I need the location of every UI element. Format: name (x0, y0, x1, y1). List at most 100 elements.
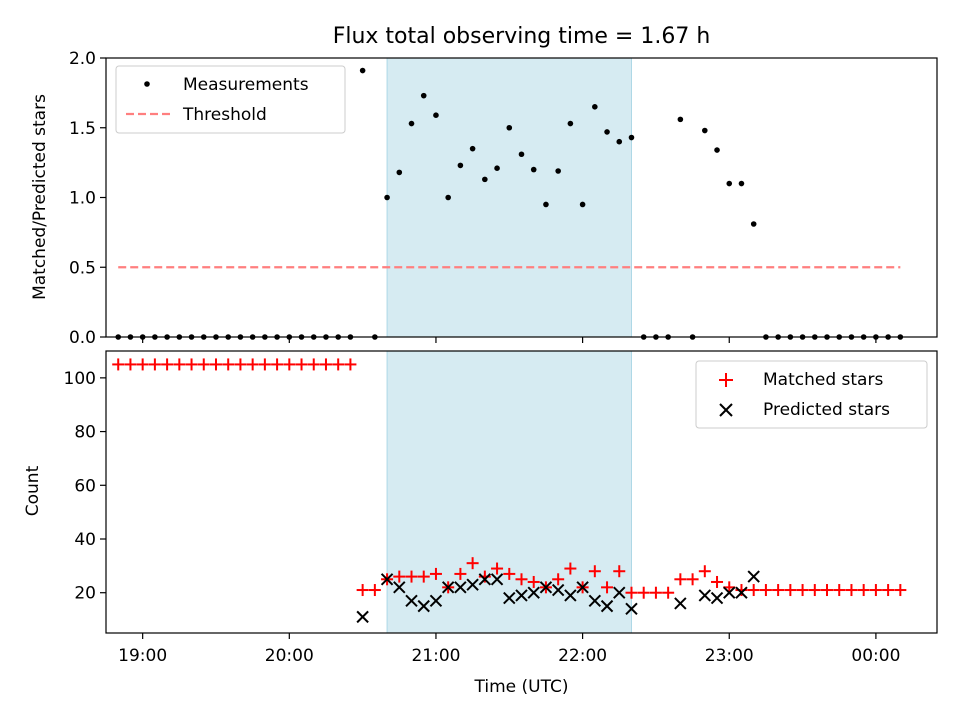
predicted-star-point (588, 594, 602, 607)
matched-star-point (173, 358, 186, 371)
measurement-point (677, 116, 684, 123)
predicted-star-point (417, 599, 430, 613)
matched-star-point (491, 562, 504, 575)
matched-star-point (417, 570, 430, 583)
matched-star-point (136, 358, 149, 371)
measurement-point (543, 201, 549, 208)
top-legend-box (115, 65, 346, 134)
measurement-point (530, 166, 537, 173)
predicted-star-point (490, 573, 504, 586)
bottom-x-tick-label: 22:00 (558, 646, 607, 666)
top-y-tick-label: 2.0 (69, 49, 96, 69)
matched-star-point (112, 358, 125, 371)
predicted-star-point (625, 602, 638, 616)
measurement-point (359, 67, 366, 74)
matched-star-point (649, 586, 662, 599)
matched-star-point (821, 584, 834, 597)
measurement-point (555, 168, 561, 174)
predicted-star-point (393, 581, 406, 594)
measurement-point (506, 124, 513, 131)
measurement-point (738, 180, 745, 187)
matched-star-point (784, 584, 797, 597)
bottom-y-tick-label: 40 (74, 530, 96, 550)
measurement-point (469, 145, 476, 152)
predicted-star-point (600, 599, 614, 613)
matched-star-point (234, 358, 247, 371)
matched-star-point (601, 581, 614, 594)
predicted-star-point (576, 581, 589, 594)
measurement-point (384, 194, 390, 201)
predicted-star-point (698, 589, 712, 602)
bottom-panel: 20 40 60 80 100 19:00 20:00 21:00 22:00 23:00 00:… (23, 350, 938, 697)
top-panel: 0.00.51.01.52.0 Matched/Predicted stars … (30, 49, 938, 348)
matched-star-point (698, 565, 711, 578)
matched-star-point (894, 584, 907, 597)
measurement-point (445, 194, 451, 201)
measurement-point (482, 176, 488, 183)
matched-star-point (307, 358, 320, 371)
matched-star-point (869, 584, 882, 597)
top-y-axis-ticks: 0.0 0.5 1.0 1.5 2.0 (69, 49, 106, 348)
predicted-star-point (429, 594, 443, 607)
matched-star-point (747, 584, 760, 597)
bottom-x-tick-label: 23:00 (705, 646, 754, 666)
matched-star-point (564, 562, 577, 575)
predicted-star-point (441, 581, 455, 594)
measurement-point (592, 104, 598, 110)
matched-star-point (625, 586, 638, 599)
bottom-y-axis-ticks: 20 40 60 80 100 (64, 369, 106, 604)
predicted-stars-series (356, 570, 760, 624)
matched-star-point (588, 565, 601, 578)
matched-star-point (759, 584, 772, 597)
matched-star-point (808, 584, 821, 597)
matched-star-point (833, 584, 846, 597)
measurement-point (750, 221, 757, 227)
bottom-y-tick-label: 100 (64, 369, 96, 389)
matched-star-point (368, 584, 381, 597)
matched-star-point (246, 358, 259, 371)
matched-star-point (429, 567, 442, 580)
bottom-legend-box (695, 360, 928, 429)
top-shaded-interval (386, 57, 632, 338)
legend-measurements-label: Measurements (183, 75, 309, 95)
bottom-x-tick-label: 21:00 (411, 646, 460, 666)
top-y-tick-label: 0.5 (69, 258, 96, 278)
matched-star-point (552, 573, 565, 586)
bottom-x-axis-ticks: 19:00 20:00 21:00 22:00 23:00 00:00 (118, 633, 900, 666)
predicted-star-point (723, 586, 736, 599)
measurement-point (604, 129, 610, 135)
predicted-star-point (551, 583, 565, 597)
predicted-star-point (564, 589, 577, 602)
bottom-legend: Matched stars Predicted stars (695, 360, 928, 429)
measurement-point (616, 138, 623, 145)
predicted-star-point (515, 589, 528, 602)
matched-star-point (319, 358, 332, 371)
measurement-point (457, 162, 464, 169)
measurement-point (579, 201, 586, 208)
predicted-star-point (380, 573, 394, 586)
legend-predicted-label: Predicted stars (763, 400, 890, 420)
matched-star-point (454, 567, 467, 580)
matched-star-point (882, 584, 895, 597)
matched-star-point (344, 358, 357, 371)
measurement-point (714, 147, 720, 153)
matched-star-point (796, 584, 809, 597)
predicted-star-point (735, 586, 748, 599)
matched-star-point (258, 358, 271, 371)
predicted-star-point (454, 581, 467, 594)
legend-matched-label: Matched stars (763, 370, 883, 390)
predicted-star-point (503, 591, 516, 605)
measurement-point (726, 180, 733, 187)
chart-title: Flux total observing time = 1.67 h (333, 24, 711, 49)
top-y-axis-label: Matched/Predicted stars (30, 94, 50, 300)
matched-star-point (197, 358, 210, 371)
measurement-point (408, 120, 415, 127)
bottom-y-tick-label: 20 (74, 584, 96, 604)
bottom-plot-frame (105, 350, 938, 634)
matched-star-point (209, 358, 222, 371)
top-plot-frame (105, 57, 938, 338)
matched-star-point (332, 358, 345, 371)
matched-star-point (857, 584, 870, 597)
matched-star-point (637, 586, 650, 599)
